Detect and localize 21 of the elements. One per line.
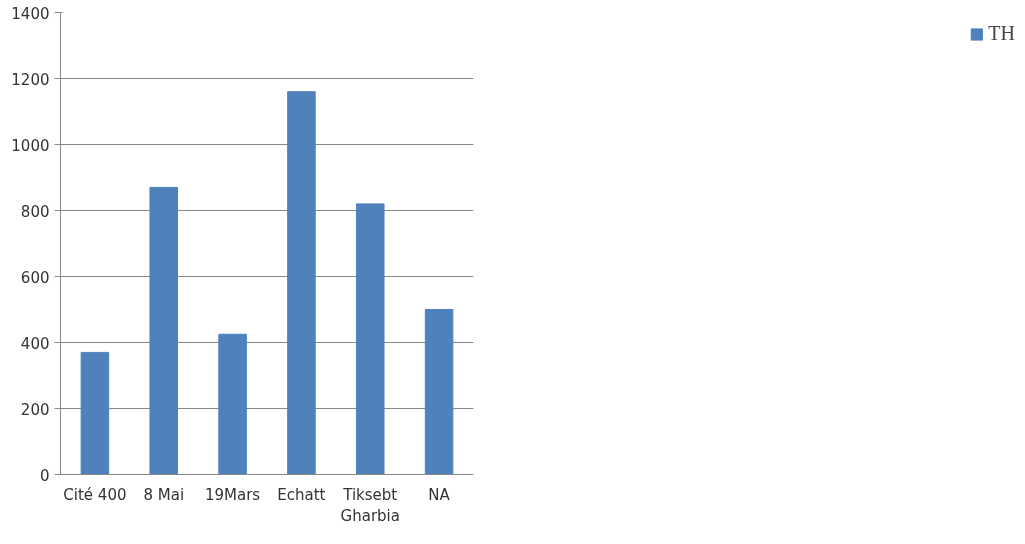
legend-label: TH <box>988 22 1015 45</box>
y-tick-label: 1000 <box>11 136 50 155</box>
bar <box>424 309 454 475</box>
y-tick-label: 0 <box>39 466 50 485</box>
y-tick-label: 400 <box>20 334 50 353</box>
y-tick-label: 1200 <box>11 70 50 89</box>
bar <box>149 186 179 475</box>
bar <box>287 91 316 475</box>
y-tick-label: 800 <box>20 202 50 221</box>
bar <box>218 333 247 475</box>
x-tick-label: Tiksebt Gharbia <box>340 485 400 526</box>
bar <box>80 351 110 475</box>
x-tick-label: NA <box>428 485 451 504</box>
bar <box>355 203 385 475</box>
x-tick-label: 19Mars <box>204 485 261 504</box>
x-tick-label: Echatt <box>277 485 326 504</box>
x-tick-label: Cité 400 <box>63 485 127 504</box>
x-tick-label: 8 Mai <box>143 485 185 504</box>
y-tick-label: 600 <box>20 268 50 287</box>
y-tick-label: 1400 <box>11 4 50 23</box>
y-tick-label: 200 <box>20 400 50 419</box>
